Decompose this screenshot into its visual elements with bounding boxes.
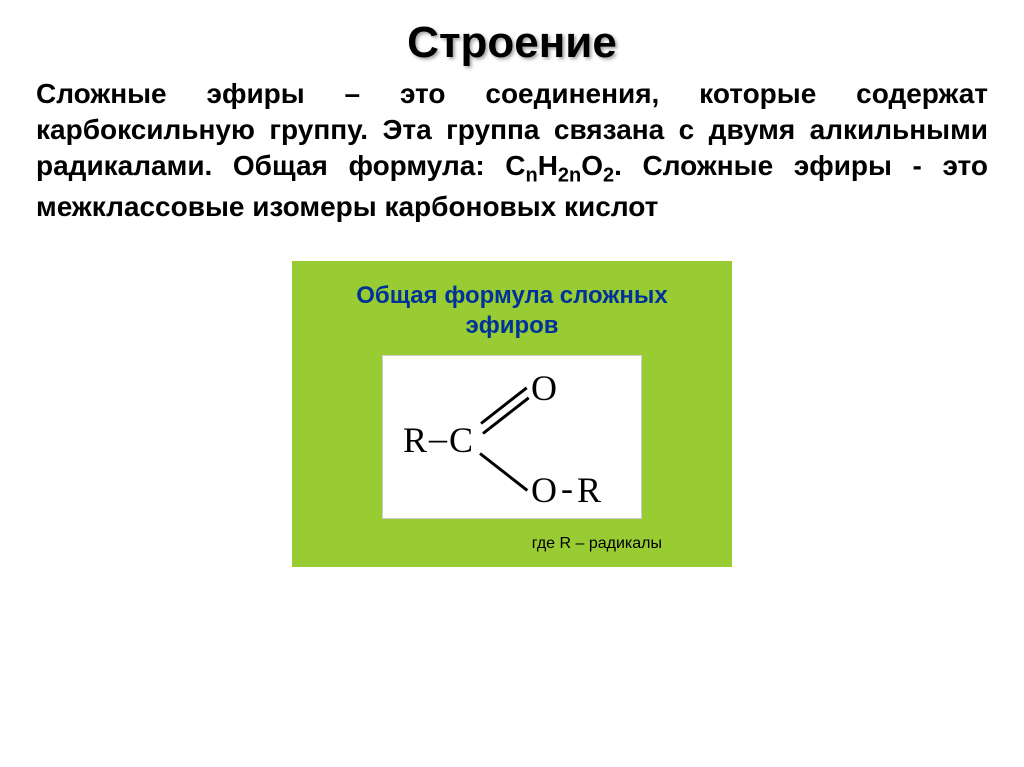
figure-title-line2: эфиров (465, 312, 558, 339)
page-title: Строение (0, 0, 1024, 76)
bond-dash-rc: – (429, 420, 447, 456)
body-paragraph: Сложные эфиры – это соединения, которые … (0, 76, 1024, 225)
atom-r-left: R (403, 422, 427, 458)
para-part3: O (581, 150, 603, 181)
figure-container: Общая формула сложных эфиров R – C O O -… (292, 261, 732, 567)
single-bond-co (479, 452, 528, 491)
figure-title: Общая формула сложных эфиров (320, 281, 704, 341)
chemical-structure: R – C O O - R (382, 355, 642, 519)
atom-r-right: R (577, 472, 601, 508)
subscript-2: 2 (603, 164, 614, 186)
atom-o-right: O (531, 472, 557, 508)
figure-title-line1: Общая формула сложных (356, 282, 667, 309)
formula-figure: Общая формула сложных эфиров R – C O O -… (292, 261, 732, 567)
figure-caption: где R – радикалы (320, 535, 704, 553)
subscript-n: n (525, 164, 537, 186)
bond-hyphen-or: - (561, 470, 573, 506)
atom-c: C (449, 422, 473, 458)
atom-o-top: O (531, 370, 557, 406)
para-part2: H (538, 150, 558, 181)
subscript-2n: 2n (558, 164, 581, 186)
